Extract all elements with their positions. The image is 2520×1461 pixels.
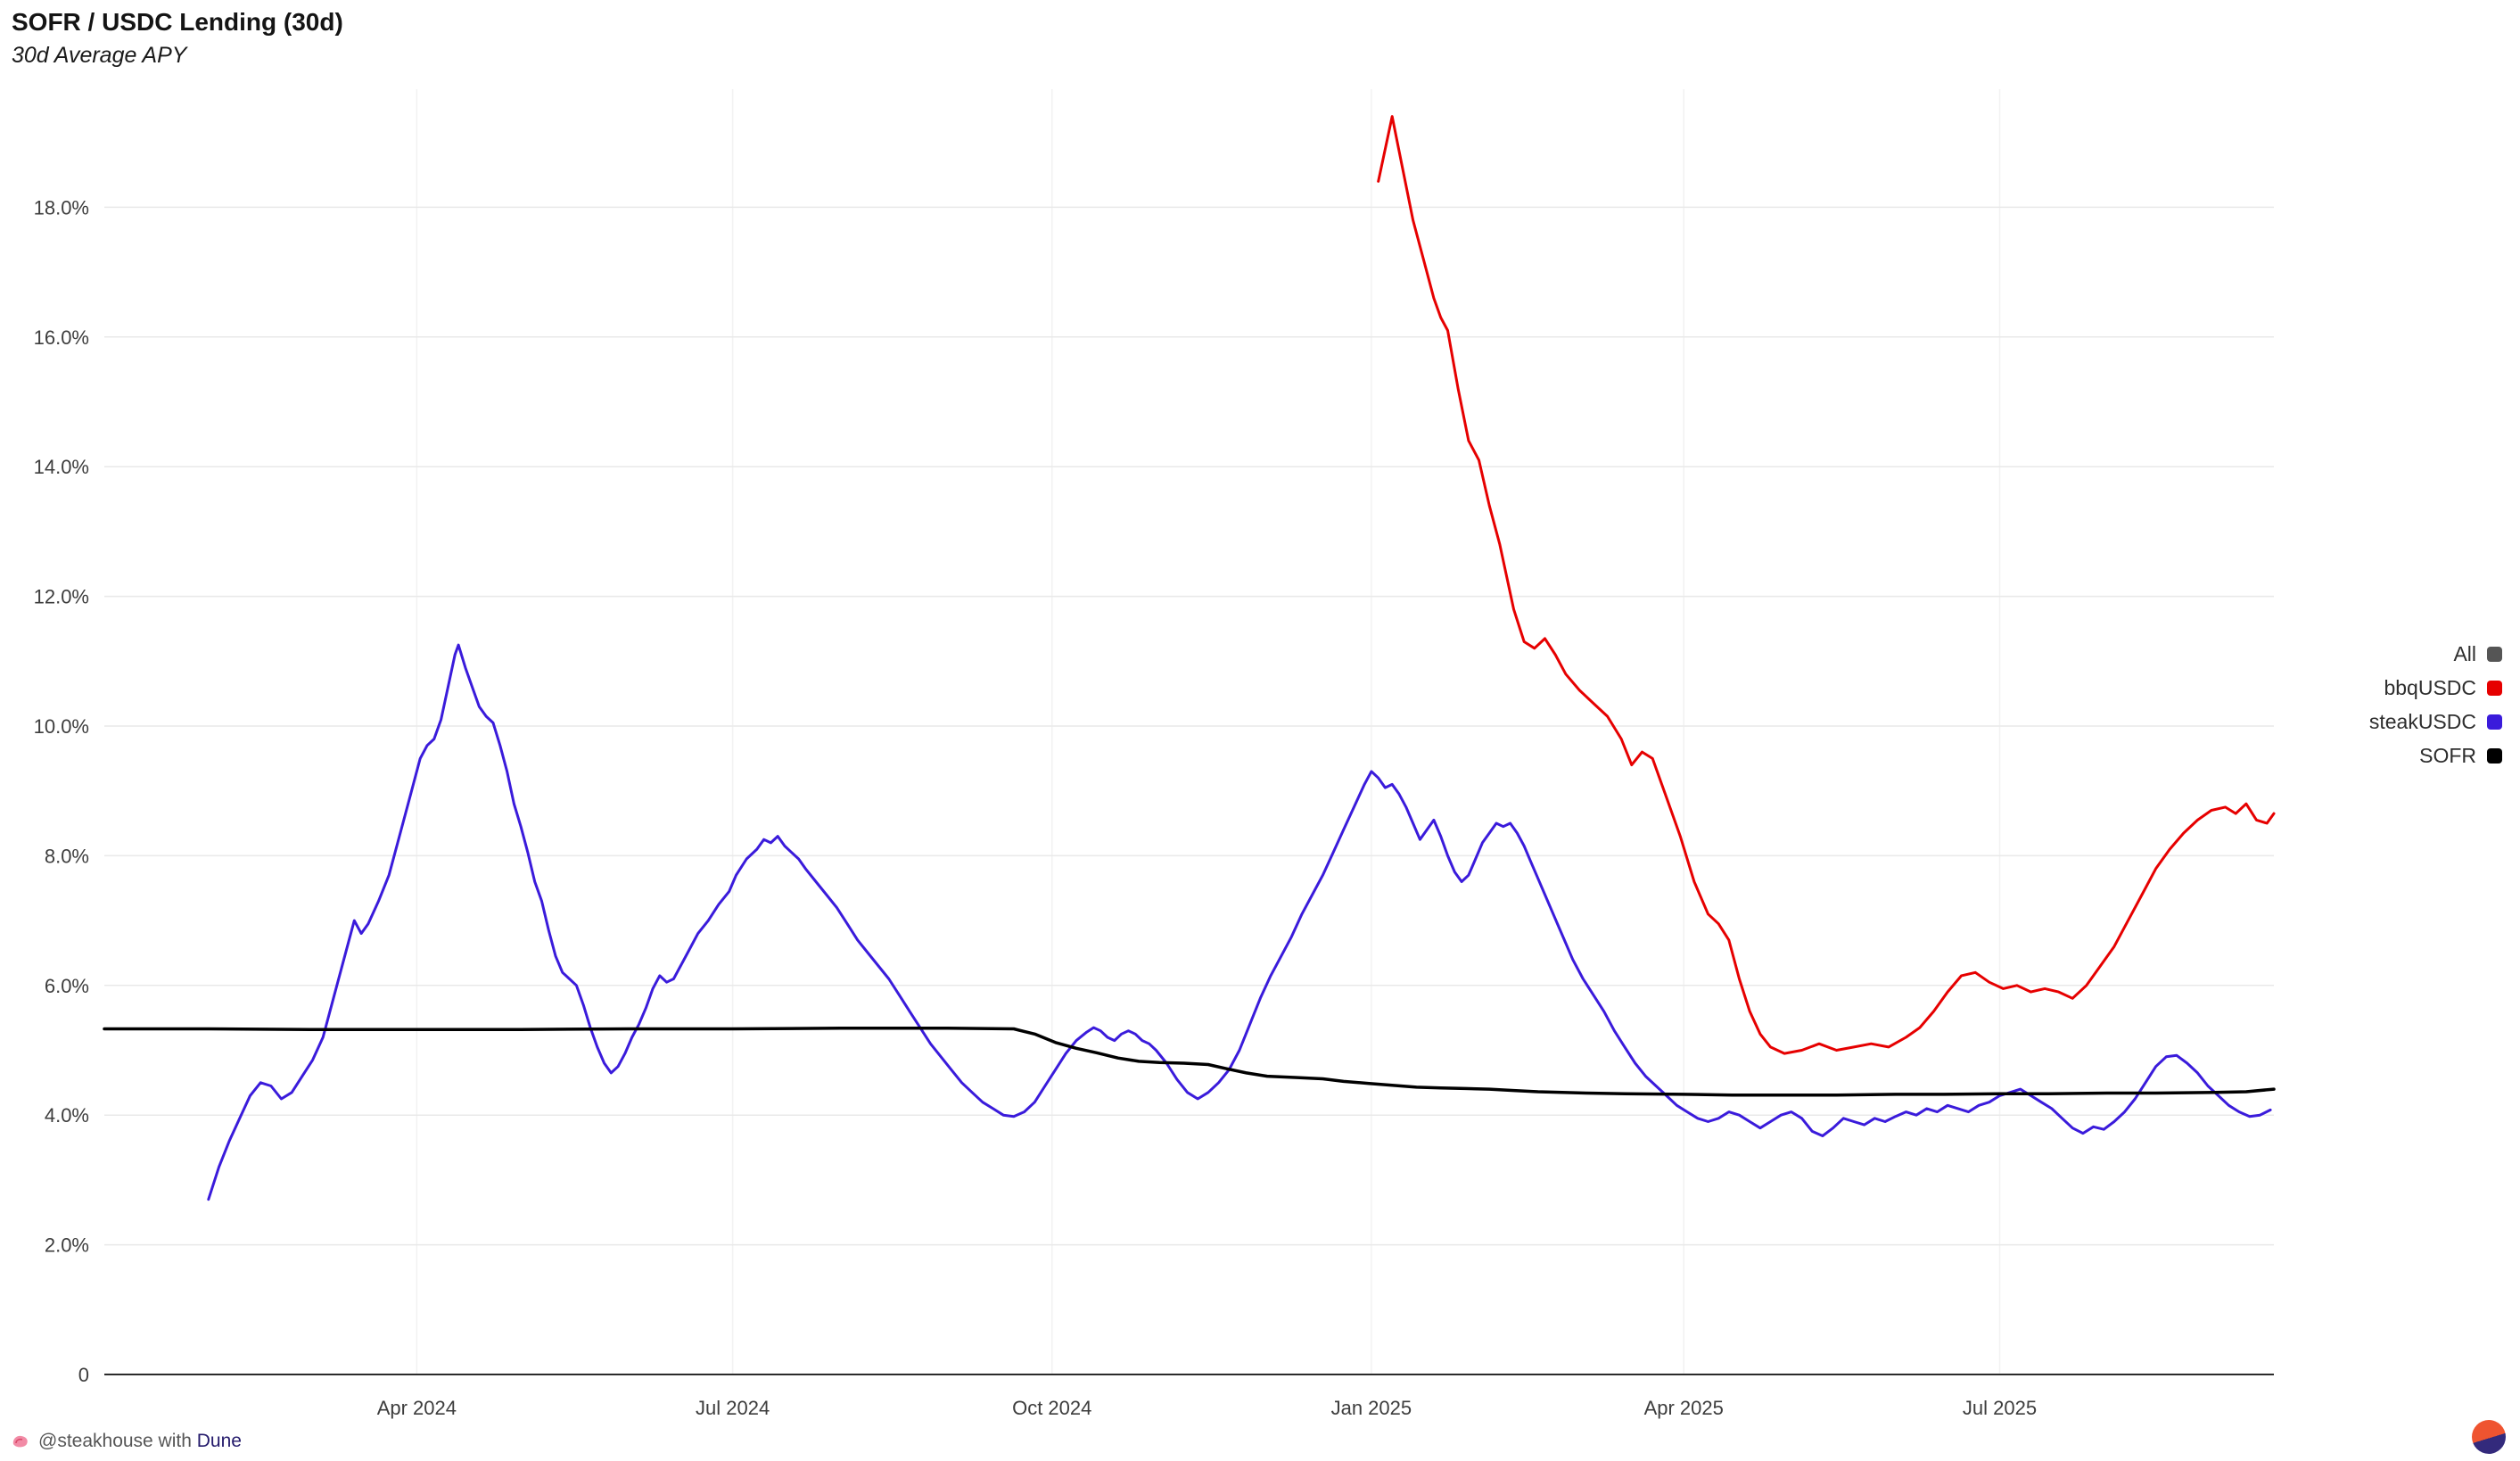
legend-label: steakUSDC (2368, 710, 2476, 733)
y-axis-label: 18.0% (34, 196, 89, 219)
series-line-steakUSDC (207, 643, 2272, 1201)
series-line-bbqUSDC (1377, 115, 2276, 1055)
legend-label: All (2453, 642, 2476, 665)
legend-item-bbqUSDC[interactable]: bbqUSDC (2384, 674, 2502, 702)
dune-link[interactable]: Dune (196, 1431, 242, 1451)
attribution: @steakhouse with Dune (11, 1431, 242, 1452)
legend-label: bbqUSDC (2384, 676, 2476, 699)
legend-swatch (2487, 647, 2502, 662)
y-axis-label: 14.0% (34, 456, 89, 478)
attribution-prefix: @steakhouse with (38, 1431, 197, 1451)
chart-header: SOFR / USDC Lending (30d) 30d Average AP… (12, 7, 343, 69)
x-axis-label: Jan 2025 (1331, 1397, 1412, 1419)
series-line-SOFR (103, 1027, 2276, 1097)
chart-legend: All bbqUSDC steakUSDC SOFR (2369, 640, 2502, 770)
legend-item-All[interactable]: All (2453, 640, 2502, 668)
chart-subtitle: 30d Average APY (12, 42, 187, 68)
x-axis-label: Oct 2024 (1012, 1397, 1091, 1419)
chart-title: SOFR / USDC Lending (30d) (12, 8, 343, 36)
legend-item-steakUSDC[interactable]: steakUSDC (2369, 708, 2502, 736)
legend-swatch (2487, 681, 2502, 696)
x-axis-label: Apr 2024 (377, 1397, 457, 1419)
attribution-text: @steakhouse with Dune (38, 1431, 242, 1452)
y-axis-label: 0 (78, 1364, 89, 1386)
legend-swatch (2487, 714, 2502, 730)
x-axis-label: Jul 2024 (696, 1397, 770, 1419)
y-axis-label: 6.0% (45, 975, 89, 997)
x-axis-label: Apr 2025 (1644, 1397, 1724, 1419)
legend-item-SOFR[interactable]: SOFR (2419, 742, 2502, 770)
y-axis-label: 12.0% (34, 586, 89, 608)
y-axis-label: 2.0% (45, 1234, 89, 1257)
steakhouse-logo-icon (11, 1432, 30, 1451)
legend-swatch (2487, 748, 2502, 764)
y-axis-label: 16.0% (34, 326, 89, 349)
y-axis-label: 8.0% (45, 845, 89, 867)
x-axis-label: Jul 2025 (1963, 1397, 2037, 1419)
y-axis-label: 10.0% (34, 715, 89, 738)
legend-label: SOFR (2419, 744, 2476, 767)
y-axis-label: 4.0% (45, 1104, 89, 1127)
dune-logo[interactable] (2472, 1420, 2506, 1454)
